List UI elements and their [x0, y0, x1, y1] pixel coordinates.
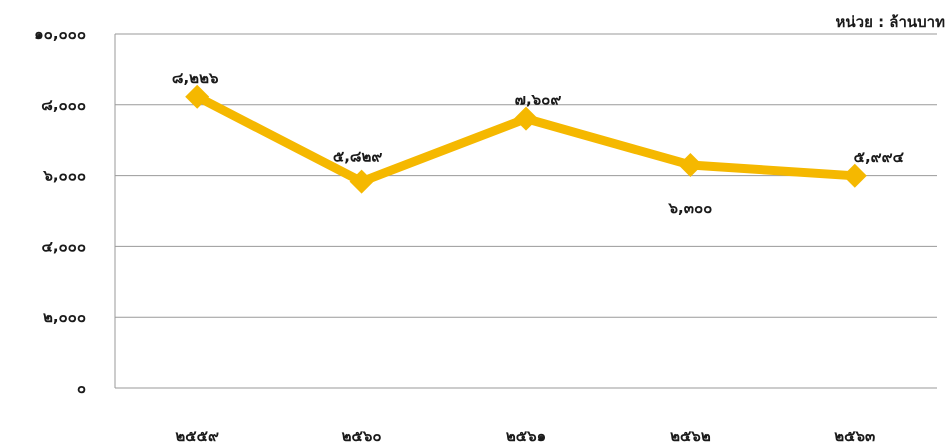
- x-tick-label: ๒๕๖๑: [506, 427, 546, 445]
- data-point: [842, 163, 867, 188]
- x-tick-label: ๒๕๖๓: [834, 427, 875, 445]
- x-tick-label: ๒๕๖๐: [342, 427, 382, 445]
- x-tick-label: ๒๕๖๒: [670, 427, 711, 445]
- x-tick-label: ๒๕๕๙: [175, 427, 219, 445]
- x-axis-ticks: ๒๕๕๙ ๒๕๖๐ ๒๕๖๑ ๒๕๖๒ ๒๕๖๓: [175, 427, 875, 445]
- data-point: [349, 169, 374, 194]
- y-tick-label: ๘,๐๐๐: [41, 96, 86, 114]
- data-label: ๖,๓๐๐: [668, 199, 713, 217]
- y-axis-ticks: ๐ ๒,๐๐๐ ๔,๐๐๐ ๖,๐๐๐ ๘,๐๐๐ ๑๐,๐๐๐: [34, 25, 86, 397]
- data-label: ๗,๖๐๙: [515, 91, 562, 109]
- data-point: [678, 152, 703, 177]
- gridlines: [114, 33, 937, 389]
- data-point: [514, 106, 538, 131]
- data-point: [185, 84, 210, 109]
- y-tick-label: ๒,๐๐๐: [43, 308, 86, 326]
- y-tick-label: ๖,๐๐๐: [42, 167, 86, 185]
- y-tick-label: ๑๐,๐๐๐: [34, 25, 86, 43]
- y-tick-label: ๔,๐๐๐: [41, 237, 86, 255]
- series: [185, 84, 867, 194]
- data-label: ๘,๒๒๖: [172, 69, 219, 87]
- y-tick-label: ๐: [77, 379, 86, 397]
- unit-label: หน่วย : ล้านบาท: [835, 13, 946, 31]
- data-label: ๕,๙๙๔: [854, 148, 905, 166]
- data-label: ๕,๘๒๙: [333, 148, 383, 166]
